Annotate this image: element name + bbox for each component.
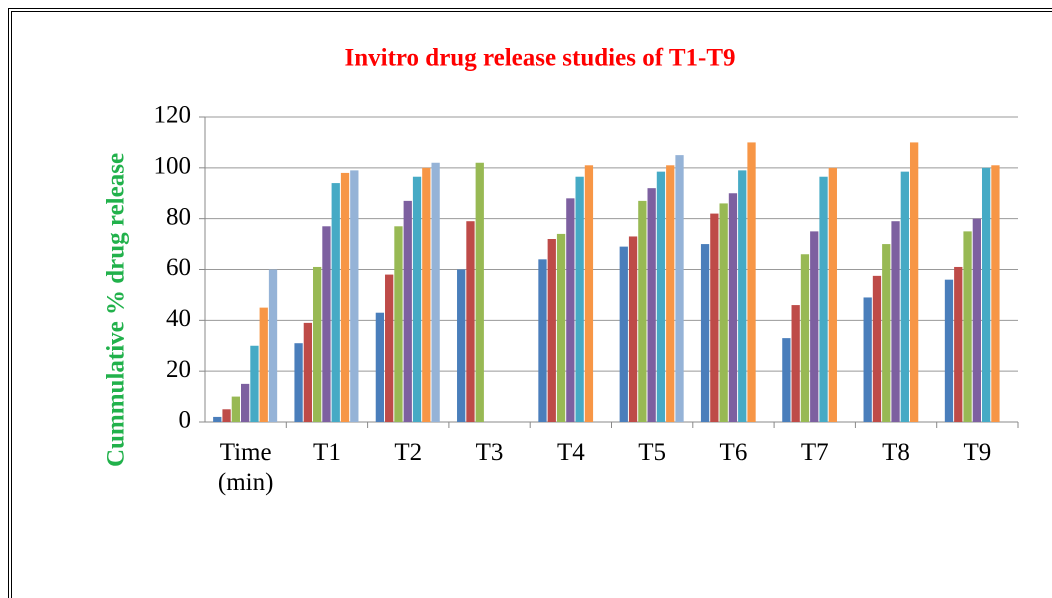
bar <box>250 345 259 422</box>
x-tick-label: Time (min) <box>217 439 274 496</box>
x-tick-label: T2 <box>394 439 423 466</box>
x-tick-label: T3 <box>475 439 504 466</box>
bar <box>303 322 313 422</box>
y-tick-label: 80 <box>166 203 191 230</box>
bar <box>268 269 278 422</box>
y-tick-label: 60 <box>166 254 191 281</box>
bar <box>872 275 882 422</box>
bar <box>700 244 710 422</box>
bar <box>944 279 954 422</box>
bar <box>475 162 484 422</box>
bar <box>891 221 900 422</box>
bar <box>628 236 638 422</box>
bar <box>728 193 738 422</box>
x-tick-label: T1 <box>313 439 341 466</box>
bar <box>738 170 747 422</box>
bar <box>782 338 791 422</box>
bar <box>991 165 1000 422</box>
x-tick-label: T7 <box>800 439 829 466</box>
y-tick-label: 20 <box>166 356 191 383</box>
x-tick-label: T5 <box>638 439 667 466</box>
bar <box>666 165 675 422</box>
x-tick-label: T9 <box>963 439 992 466</box>
bar <box>863 297 872 422</box>
bar <box>819 176 828 422</box>
x-tick-label: T6 <box>719 439 748 466</box>
bar <box>394 226 403 422</box>
bar <box>566 198 575 422</box>
bar <box>231 396 241 422</box>
frame <box>8 8 1052 598</box>
bar <box>538 259 547 422</box>
y-tick-label: 100 <box>154 153 192 180</box>
bar <box>900 171 909 422</box>
bar <box>213 416 222 422</box>
bar <box>963 231 972 422</box>
chart-title: Invitro drug release studies of T1-T9 <box>345 45 736 72</box>
bar <box>584 165 594 422</box>
bar <box>719 203 728 422</box>
bar <box>322 226 331 422</box>
bar <box>556 233 566 422</box>
bar <box>800 254 810 422</box>
bar <box>710 213 719 422</box>
bar <box>981 167 991 422</box>
bar <box>909 142 919 422</box>
bar <box>656 171 666 422</box>
y-tick-label: 40 <box>166 305 191 332</box>
bar <box>412 176 422 422</box>
bar <box>547 239 556 422</box>
bar <box>810 231 819 422</box>
bar <box>954 266 963 422</box>
y-axis-label: Cummulative % drug release <box>103 153 130 467</box>
bar <box>638 200 647 422</box>
y-tick-label: 0 <box>179 407 192 434</box>
bar <box>313 266 322 422</box>
bar <box>375 312 385 422</box>
bar <box>241 383 250 422</box>
bar <box>619 246 628 422</box>
bar <box>403 200 412 422</box>
bar <box>828 167 837 422</box>
bar <box>575 176 584 422</box>
bar <box>350 170 359 422</box>
bar <box>385 274 394 422</box>
bar <box>331 183 340 422</box>
bar <box>457 269 466 422</box>
bar <box>259 307 268 422</box>
x-tick-label: T4 <box>556 439 585 466</box>
bar <box>431 162 440 422</box>
bar <box>294 343 303 422</box>
y-tick-label: 120 <box>154 102 192 129</box>
bar <box>675 155 684 422</box>
bar <box>222 409 231 422</box>
bar <box>422 167 431 422</box>
bar <box>882 244 891 422</box>
bar <box>791 305 800 422</box>
bar <box>972 218 981 422</box>
x-tick-label: T8 <box>882 439 910 466</box>
bar <box>747 142 756 422</box>
bar <box>466 221 475 422</box>
bar <box>647 188 656 422</box>
bar <box>340 172 350 422</box>
